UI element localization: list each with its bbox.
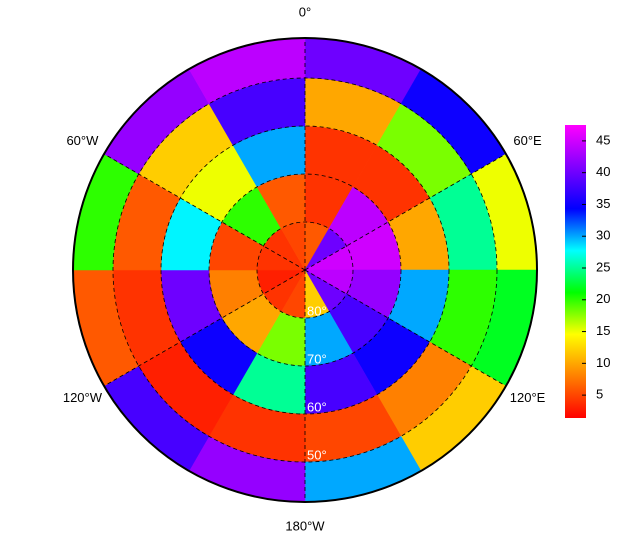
lat-label: 50° <box>307 447 327 462</box>
meridian <box>103 153 306 271</box>
lat-label: 70° <box>307 351 327 366</box>
colorbar-label: 40 <box>596 164 610 179</box>
meridian <box>304 269 507 387</box>
meridian <box>103 269 306 387</box>
colorbar-label: 20 <box>596 291 610 306</box>
lat-label: 80° <box>307 303 327 318</box>
lat-circle <box>256 221 354 319</box>
lon-label: 120°E <box>510 390 546 405</box>
lat-circle <box>208 173 402 367</box>
lon-label: 180°W <box>285 518 325 533</box>
colorbar-label: 25 <box>596 259 610 274</box>
colorbar-label: 10 <box>596 355 610 370</box>
lat-label: 60° <box>307 399 327 414</box>
colorbar-label: 5 <box>596 387 603 402</box>
lon-label: 0° <box>299 4 311 19</box>
lon-label: 60°W <box>66 133 99 148</box>
lon-label: 60°E <box>513 133 542 148</box>
lon-label: 120°W <box>63 390 103 405</box>
meridian <box>304 153 507 271</box>
colorbar-label: 30 <box>596 228 610 243</box>
colorbar-label: 45 <box>596 132 610 147</box>
colorbar <box>565 125 586 418</box>
colorbar-label: 35 <box>596 196 610 211</box>
colorbar-label: 15 <box>596 323 610 338</box>
